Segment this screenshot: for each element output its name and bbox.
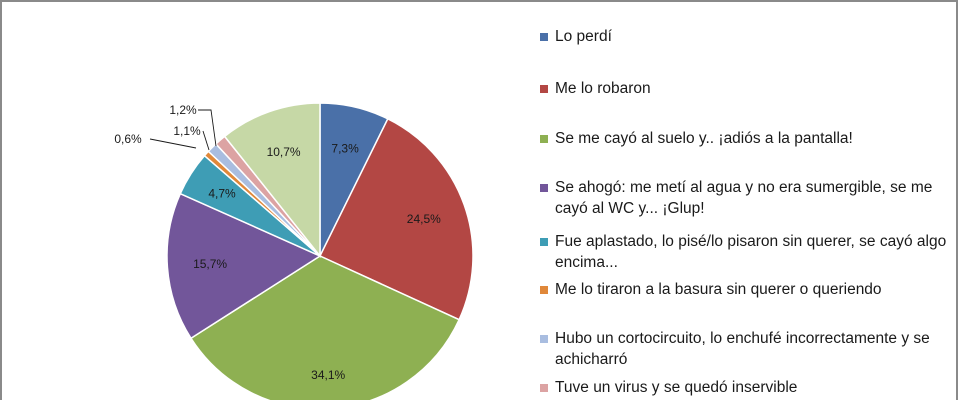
legend-label: Hubo un cortocircuito, lo enchufé incorr…: [555, 330, 930, 368]
legend-swatch: [540, 335, 548, 343]
slice-value-label-7: 1,1%: [173, 124, 201, 138]
legend-label: Lo perdí: [555, 28, 612, 45]
slice-value-label-9: 10,7%: [267, 145, 301, 159]
pie-slice-3: [189, 255, 461, 400]
legend-item-fue-aplastado: Fue aplastado, lo pisé/lo pisaron sin qu…: [540, 231, 950, 273]
value-labels: 7,3% 24,5% 34,1% 15,7% 4,7% 0,6% 1,1% 1,2% 10,7%: [114, 103, 441, 382]
legend-swatch: [540, 238, 548, 246]
slice-value-label-8: 1,2%: [169, 103, 197, 117]
pie-slice-9: [223, 102, 321, 259]
legend-swatch: [540, 184, 548, 192]
legend-swatch: [540, 85, 548, 93]
slice-value-label-3: 34,1%: [311, 368, 345, 382]
slice-value-label-6: 0,6%: [114, 132, 142, 146]
legend-label: Me lo robaron: [555, 80, 651, 97]
legend-label: Tuve un virus y se quedó inservible: [555, 379, 798, 396]
legend-label: Se ahogó: me metí al agua y no era sumer…: [555, 179, 933, 217]
leader-lines: [149, 109, 217, 151]
legend-label: Fue aplastado, lo pisé/lo pisaron sin qu…: [555, 233, 947, 271]
legend-swatch: [540, 286, 548, 294]
pie-slice-4: [166, 192, 322, 340]
pie-chart: 7,3% 24,5% 34,1% 15,7% 4,7% 0,6% 1,1% 1,2% 10,7%: [114, 102, 474, 400]
legend-item-se-me-cayo: Se me cayó al suelo y.. ¡adiós a la pant…: [540, 128, 950, 149]
slice-value-label-1: 7,3%: [331, 142, 359, 156]
legend-label: Me lo tiraron a la basura sin querer o q…: [555, 281, 882, 298]
legend-item-cortocircuito: Hubo un cortocircuito, lo enchufé incorr…: [540, 328, 950, 370]
leader-line-8: [198, 109, 217, 147]
leader-line-7: [202, 130, 210, 151]
slice-value-label-2: 24,5%: [407, 212, 441, 226]
legend-item-se-ahogo: Se ahogó: me metí al agua y no era sumer…: [540, 177, 950, 219]
pie-slices: [166, 102, 474, 400]
slice-value-label-5: 4,7%: [208, 187, 236, 201]
slice-value-label-4: 15,7%: [193, 257, 227, 271]
legend-swatch: [540, 33, 548, 41]
legend-item-lo-perdi: Lo perdí: [540, 26, 950, 47]
leader-line-6: [149, 138, 197, 149]
legend-item-me-lo-tiraron: Me lo tiraron a la basura sin querer o q…: [540, 279, 950, 300]
legend-label: Se me cayó al suelo y.. ¡adiós a la pant…: [555, 130, 853, 147]
legend-item-virus: Tuve un virus y se quedó inservible: [540, 377, 950, 398]
legend-swatch: [540, 135, 548, 143]
pie-slice-2: [318, 117, 474, 321]
legend-swatch: [540, 384, 548, 392]
legend-item-me-lo-robaron: Me lo robaron: [540, 78, 950, 99]
